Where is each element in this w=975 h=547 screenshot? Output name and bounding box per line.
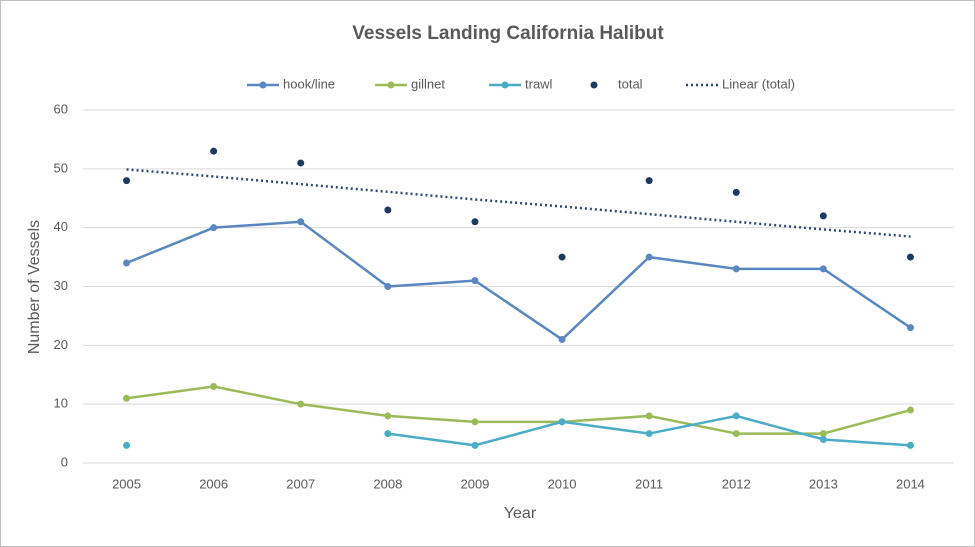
- legend-label: hook/line: [283, 76, 335, 91]
- x-tick-label: 2006: [199, 476, 228, 491]
- data-point: [819, 265, 827, 273]
- data-point: [384, 206, 392, 214]
- data-point: [297, 400, 305, 408]
- data-point: [123, 394, 131, 402]
- legend-marker: [501, 81, 509, 89]
- x-tick-label: 2007: [286, 476, 315, 491]
- data-point: [819, 430, 827, 438]
- y-tick-label: 0: [61, 454, 68, 469]
- x-tick-label: 2012: [722, 476, 751, 491]
- data-point: [471, 441, 479, 449]
- data-point: [732, 412, 740, 420]
- data-point: [558, 418, 566, 426]
- data-point: [384, 283, 392, 290]
- data-point: [645, 177, 653, 185]
- data-point: [906, 441, 914, 449]
- data-point: [384, 412, 392, 420]
- x-tick-label: 2005: [112, 476, 141, 491]
- data-point: [906, 253, 914, 261]
- data-point: [297, 159, 305, 167]
- data-point: [210, 383, 218, 391]
- data-point: [210, 147, 218, 155]
- legend-label: gillnet: [411, 76, 445, 91]
- y-tick-label: 10: [54, 396, 68, 411]
- data-point: [297, 218, 305, 226]
- data-point: [732, 430, 740, 438]
- data-point: [471, 218, 479, 226]
- x-tick-label: 2011: [635, 476, 663, 491]
- data-point: [210, 224, 218, 232]
- y-axis-label: Number of Vessels: [26, 220, 43, 354]
- y-tick-label: 40: [54, 219, 68, 234]
- legend-label: total: [618, 76, 643, 91]
- series-line: [126, 168, 911, 238]
- y-tick-label: 30: [54, 278, 68, 293]
- chart-title: Vessels Landing California Halibut: [352, 23, 664, 44]
- data-point: [384, 430, 392, 438]
- x-tick-label: 2010: [548, 476, 577, 491]
- series-line: [126, 385, 911, 435]
- data-point: [471, 277, 479, 285]
- x-tick-label: 2014: [896, 476, 925, 491]
- data-point: [645, 253, 653, 261]
- x-tick-label: 2013: [809, 476, 838, 491]
- data-point: [732, 188, 740, 196]
- data-point: [819, 212, 827, 220]
- data-point: [819, 435, 827, 443]
- y-tick-label: 20: [54, 337, 68, 352]
- data-point: [558, 253, 566, 261]
- data-point: [123, 177, 131, 185]
- data-point: [471, 418, 479, 426]
- legend-marker: [590, 81, 598, 89]
- data-point: [123, 259, 131, 267]
- y-tick-label: 60: [54, 101, 68, 116]
- data-point: [645, 412, 653, 420]
- y-tick-label: 50: [54, 160, 68, 175]
- x-tick-label: 2009: [460, 476, 489, 491]
- data-point: [123, 441, 131, 449]
- data-point: [558, 335, 566, 343]
- data-point: [906, 406, 914, 414]
- x-axis-label: Year: [504, 505, 537, 522]
- legend-marker: [387, 81, 395, 89]
- legend-label: trawl: [525, 76, 553, 91]
- data-point: [732, 265, 740, 273]
- x-tick-label: 2008: [373, 476, 402, 491]
- data-point: [645, 430, 653, 438]
- legend-marker: [259, 81, 267, 89]
- series-line: [126, 220, 912, 341]
- data-point: [906, 324, 914, 332]
- legend-label: Linear (total): [722, 76, 795, 91]
